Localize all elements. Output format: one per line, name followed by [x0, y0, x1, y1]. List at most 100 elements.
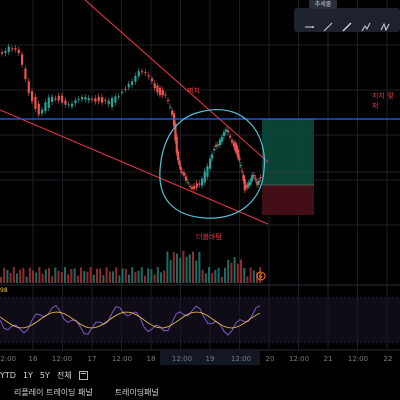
double-bottom-circle[interactable]: [159, 109, 266, 219]
volume-bar: [22, 267, 25, 283]
candle-body: [57, 95, 60, 101]
candle-body: [223, 131, 226, 137]
candle-body: [189, 186, 192, 188]
volume-bar: [217, 267, 220, 283]
volume-bar: [118, 275, 121, 283]
candle-body: [21, 54, 24, 65]
ray-icon[interactable]: [340, 20, 354, 34]
resistance-trendline[interactable]: [84, 0, 269, 163]
volume-bar: [38, 267, 41, 283]
support-trendline[interactable]: [0, 109, 269, 225]
candle-body: [161, 89, 164, 96]
candle-body: [187, 182, 190, 184]
brush-icon[interactable]: [359, 20, 373, 34]
support-label[interactable]: 더블바텀: [196, 233, 222, 241]
range-1y[interactable]: 1Y: [22, 370, 33, 380]
candle-body: [179, 166, 182, 170]
volume-bar: [144, 275, 146, 283]
candle-body: [147, 75, 150, 77]
candle-body: [259, 177, 262, 179]
tab-trading-panel[interactable]: 트레이딩패널: [114, 388, 159, 397]
volume-bar: [32, 270, 34, 283]
volume-bar: [41, 273, 44, 283]
candle-body: [137, 71, 140, 77]
volume-bar: [73, 268, 76, 283]
volume-bar: [54, 267, 57, 283]
volume-bar: [105, 267, 108, 283]
candle-body: [91, 98, 94, 100]
candle-body: [87, 97, 90, 101]
candle-body: [242, 174, 245, 181]
candle-body: [11, 48, 14, 50]
candle-body: [144, 72, 147, 74]
candle-body: [225, 129, 228, 132]
volume-bar: [80, 267, 82, 283]
resistance-label[interactable]: 벽치: [187, 87, 200, 95]
candle-body: [206, 166, 209, 177]
time-axis-label: 22: [383, 355, 393, 363]
target-zone[interactable]: [262, 119, 314, 185]
candle-body: [231, 140, 234, 143]
volume-bar: [179, 257, 182, 283]
volume-bar: [60, 272, 63, 283]
volume-bar: [214, 269, 217, 283]
candle-body: [74, 100, 77, 104]
candle-body: [238, 157, 241, 161]
candle-body: [107, 101, 110, 105]
candle-body: [178, 160, 181, 166]
volume-bar: [112, 271, 114, 283]
volume-bar: [211, 273, 214, 283]
candle-body: [254, 177, 257, 180]
candle-body: [175, 136, 178, 153]
range-ytd[interactable]: YTD: [0, 370, 16, 380]
candle-body: [77, 99, 80, 101]
tab-replay-trading-panel[interactable]: 리플레이 트레이딩 패널: [14, 388, 93, 397]
candle-body: [111, 98, 114, 107]
signal-line: [0, 311, 261, 329]
candle-body: [191, 187, 194, 189]
volume-bar: [227, 260, 230, 283]
volume-bar: [102, 275, 105, 283]
volume-bar: [124, 268, 127, 283]
volume-bar: [25, 276, 28, 283]
horizontal-level-label[interactable]: 지지 및 저: [372, 92, 394, 110]
time-axis-label: 12:00: [230, 355, 252, 363]
volume-bar: [153, 274, 156, 283]
time-axis-label: 16: [28, 355, 38, 363]
calendar-icon[interactable]: [78, 370, 88, 380]
time-axis-label: 18: [146, 355, 156, 363]
time-axis-label: 12:00: [51, 355, 73, 363]
candle-body: [24, 68, 27, 80]
candle-body: [173, 113, 176, 127]
volume-bar: [99, 268, 102, 283]
candle-body: [213, 148, 216, 151]
candle-body: [185, 176, 188, 181]
range-5y[interactable]: 5Y: [39, 370, 50, 380]
candle-body: [101, 97, 104, 103]
stop-zone[interactable]: [262, 185, 314, 215]
pattern-icon[interactable]: [378, 20, 392, 34]
range-all[interactable]: 전체: [56, 370, 72, 380]
time-axis-label: 12:00: [111, 355, 133, 363]
volume-bar: [201, 269, 204, 283]
volume-bar: [198, 251, 201, 283]
time-axis-label: 21: [323, 355, 333, 363]
alert-icon[interactable]: [256, 271, 266, 281]
candle-body: [195, 183, 198, 188]
volume-bar: [169, 260, 172, 283]
candle-body: [209, 158, 212, 169]
volume-bar: [166, 251, 169, 283]
time-axis-label: 19: [205, 355, 215, 363]
volume-bar: [236, 263, 239, 283]
candle-body: [211, 154, 214, 159]
candle-body: [84, 97, 87, 100]
candle-body: [54, 98, 57, 100]
candle-body: [17, 49, 20, 54]
candle-body: [177, 151, 180, 161]
cursor-icon[interactable]: [302, 20, 316, 34]
candle-body: [167, 100, 170, 102]
chart-grid: [0, 0, 400, 350]
trend-line-icon[interactable]: [321, 20, 335, 34]
volume-bar: [108, 271, 111, 283]
